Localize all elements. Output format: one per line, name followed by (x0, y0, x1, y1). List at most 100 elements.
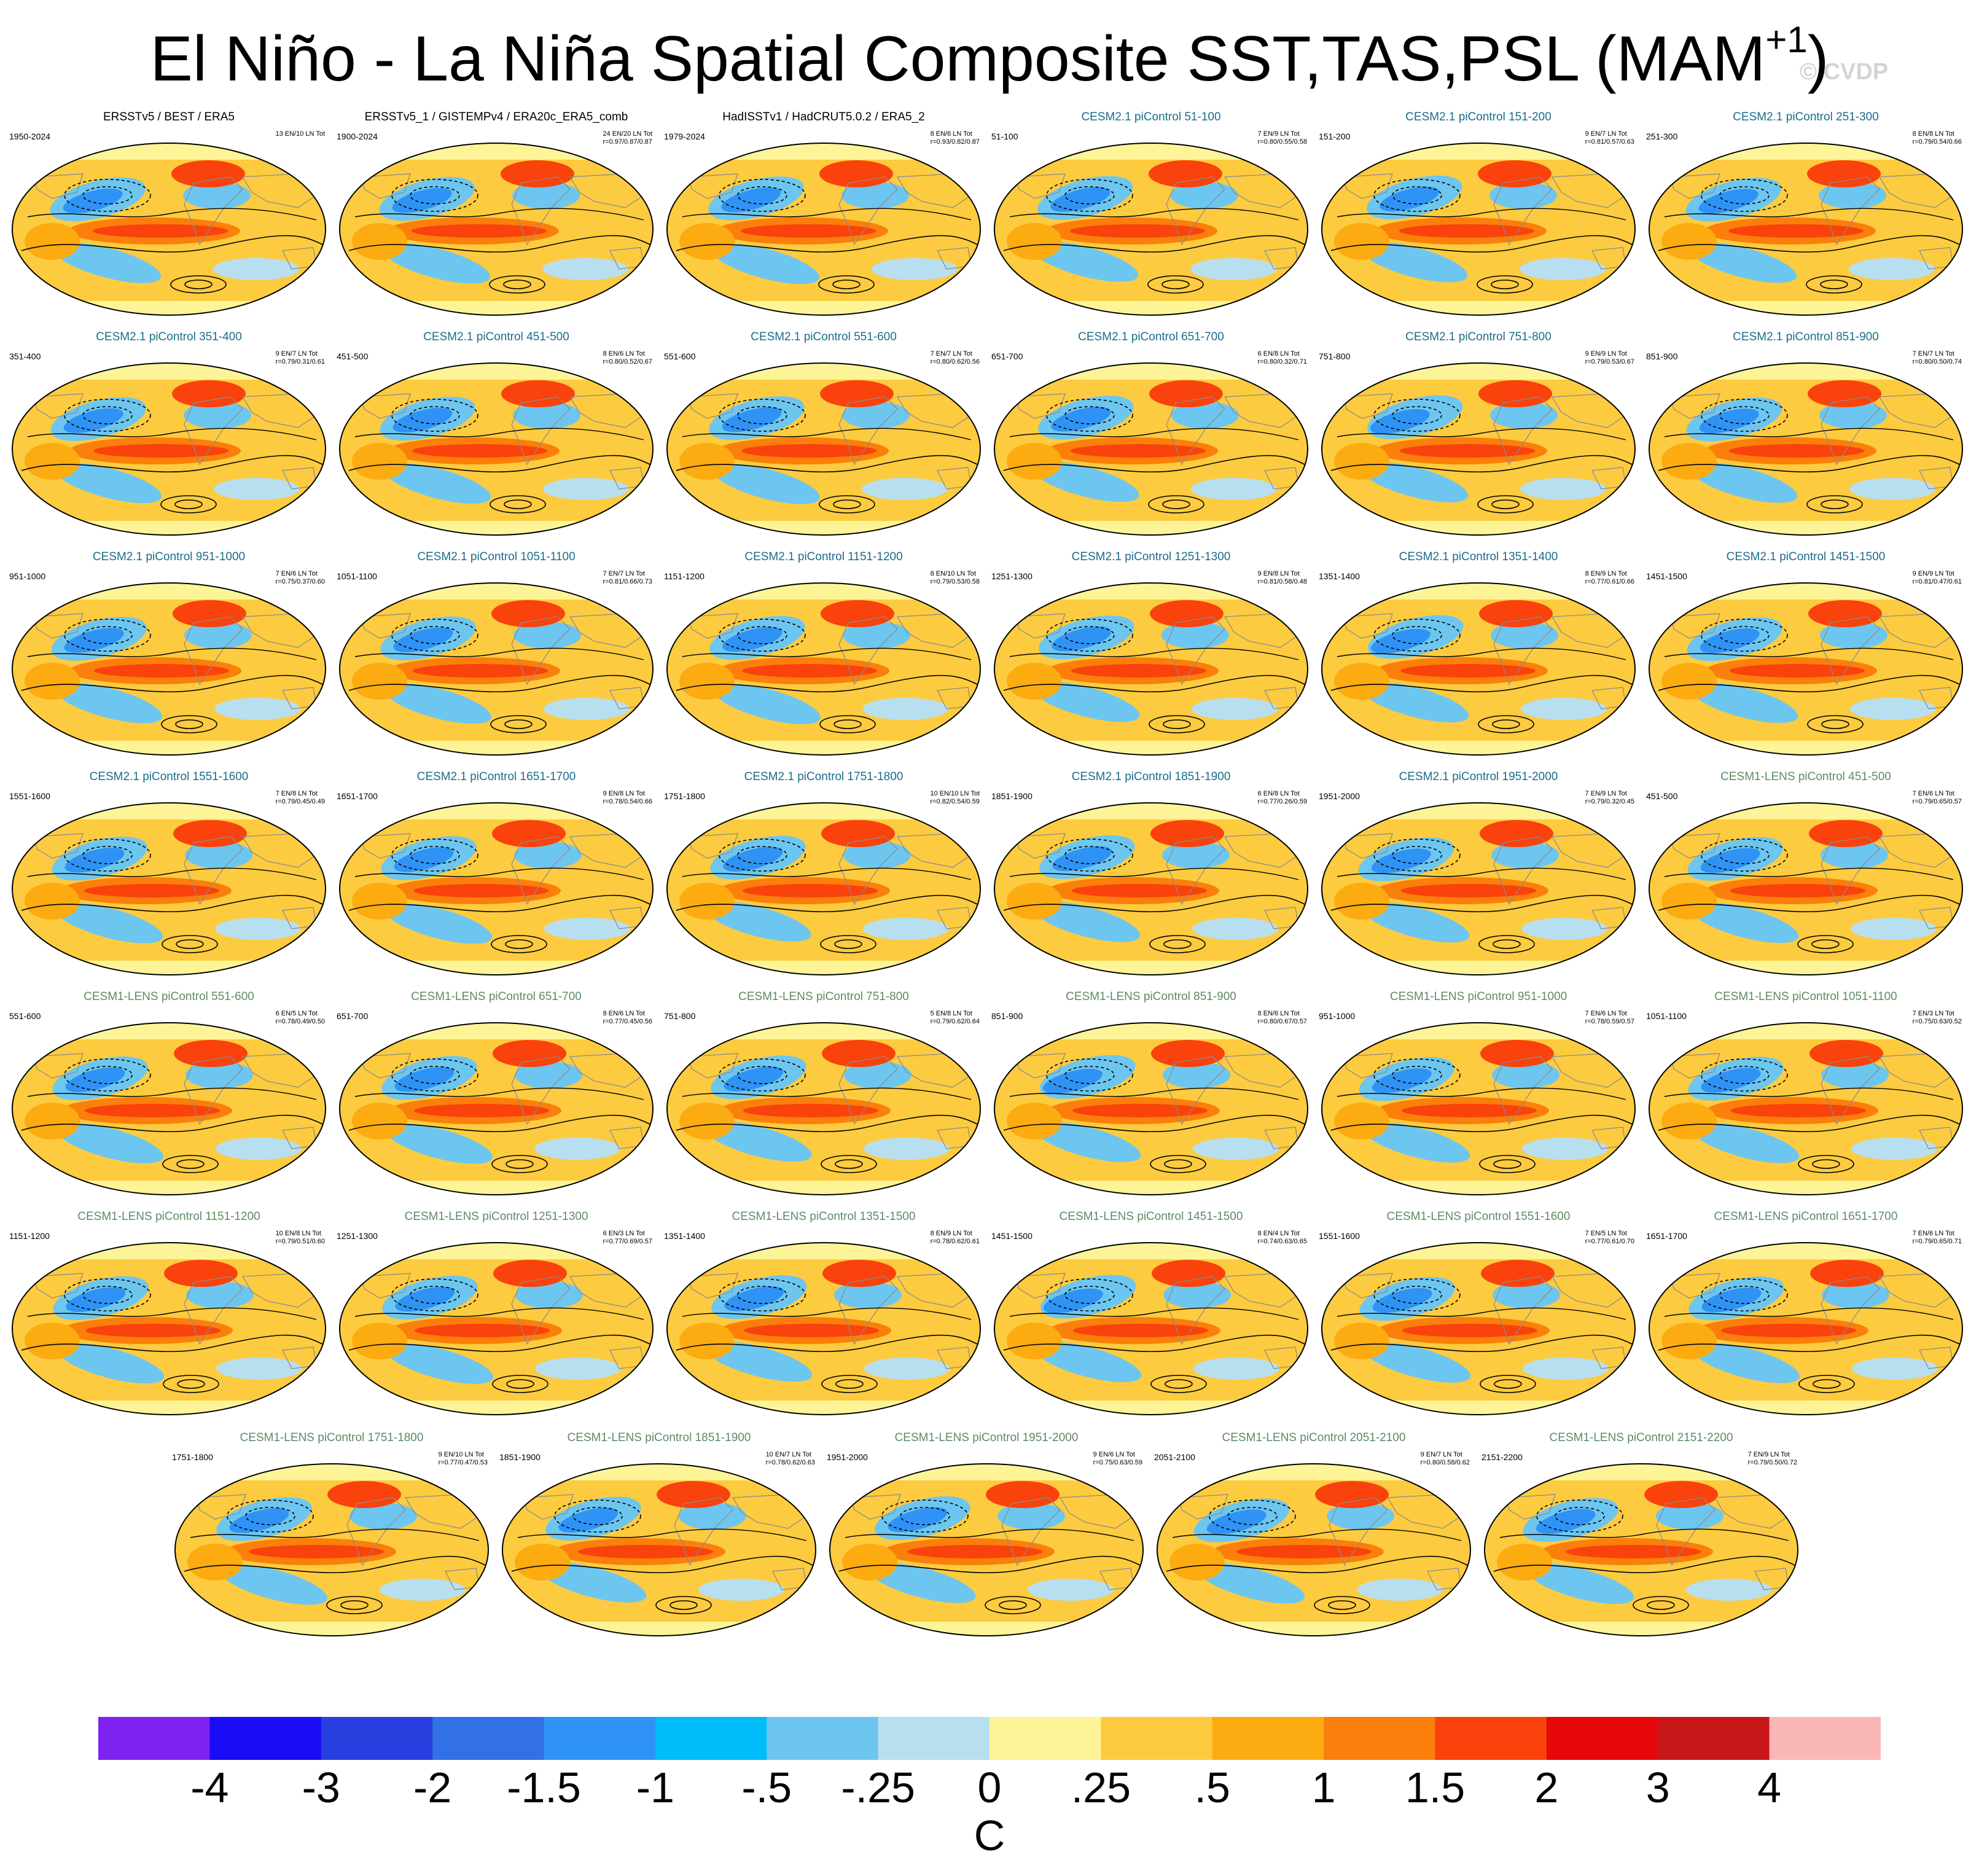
panel-years: 1651-1700 (337, 791, 378, 801)
map-panel: CESM2.1 piControl 1351-1400 1351-1400 8 EN… (1319, 550, 1638, 762)
colorbar-swatch (1212, 1717, 1324, 1760)
composite-map (1649, 143, 1963, 316)
composite-map (1649, 362, 1963, 536)
panel-years: 1751-1800 (172, 1452, 213, 1462)
panel-event-counts: 8 EN/4 LN Tot r=0.74/0.63/0.65 (1258, 1230, 1307, 1246)
panel-title: ERSSTv5_1 / GISTEMPv4 / ERA20c_ERA5_comb (364, 111, 628, 123)
colorbar-tick-label: 1 (1311, 1764, 1336, 1812)
panel-title: CESM2.1 piControl 1351-1400 (1399, 550, 1558, 563)
colorbar-swatch (209, 1717, 322, 1760)
composite-map (994, 582, 1308, 756)
panel-correlations-text: r=0.82/0.54/0.59 (930, 798, 980, 805)
panel-years: 1551-1600 (1319, 1231, 1360, 1241)
map-panel: CESM2.1 piControl 351-400 351-400 9 EN/7 L… (9, 330, 329, 542)
composite-map (1157, 1463, 1471, 1636)
composite-map (12, 582, 326, 756)
colorbar-swatch (98, 1717, 210, 1760)
panel-correlations-text: r=0.79/0.32/0.45 (1585, 798, 1634, 805)
panel-event-counts: 7 EN/7 LN Tot r=0.81/0.66/0.73 (603, 570, 652, 586)
composite-map (1321, 1022, 1636, 1195)
panel-correlations-text: r=0.97/0.87/0.87 (603, 138, 652, 146)
panel-title: CESM1-LENS piControl 2151-2200 (1549, 1431, 1733, 1444)
panel-title: CESM2.1 piControl 751-800 (1405, 330, 1552, 343)
panel-title: CESM1-LENS piControl 1051-1100 (1714, 990, 1897, 1003)
panel-years: 151-200 (1319, 131, 1351, 141)
composite-map (12, 1022, 326, 1195)
panel-years: 1950-2024 (9, 131, 50, 141)
panel-years: 251-300 (1646, 131, 1678, 141)
panel-title: CESM1-LENS piControl 751-800 (738, 990, 909, 1003)
panel-correlations-text: r=0.77/0.61/0.70 (1585, 1238, 1634, 1245)
panel-correlations-text: r=0.75/0.63/0.59 (1093, 1459, 1142, 1466)
panel-correlations-text: r=0.81/0.66/0.73 (603, 578, 652, 585)
panel-title: CESM2.1 piControl 651-700 (1078, 330, 1224, 343)
panel-event-counts: 7 EN/9 LN Tot r=0.79/0.32/0.45 (1585, 790, 1634, 806)
colorbar-tick-label: -3 (302, 1764, 340, 1812)
panel-event-counts: 7 EN/9 LN Tot r=0.79/0.50/0.72 (1748, 1451, 1797, 1467)
panel-event-counts: 9 EN/9 LN Tot r=0.79/0.53/0.67 (1585, 350, 1634, 366)
panel-correlations-text: r=0.81/0.58/0.48 (1257, 578, 1307, 585)
panel-event-counts: 7 EN/6 LN Tot r=0.78/0.59/0.57 (1585, 1010, 1634, 1026)
map-panel: CESM1-LENS piControl 851-900 851-900 8 EN/… (991, 990, 1311, 1202)
map-panel: CESM1-LENS piControl 1251-1300 1251-1300 6… (337, 1210, 656, 1422)
composite-map (339, 143, 654, 316)
panel-years: 551-600 (9, 1011, 41, 1021)
panel-title: CESM2.1 piControl 1851-1900 (1071, 770, 1231, 783)
panel-title: CESM1-LENS piControl 1751-1800 (240, 1431, 424, 1444)
map-panel: CESM2.1 piControl 1751-1800 1751-1800 10 E… (664, 770, 983, 982)
map-panel: CESM2.1 piControl 251-300 251-300 8 EN/8 L… (1646, 111, 1965, 322)
colorbar-swatch (878, 1717, 990, 1760)
map-panel: CESM2.1 piControl 1051-1100 1051-1100 7 EN… (337, 550, 656, 762)
panel-event-counts: 9 EN/7 LN Tot r=0.81/0.57/0.63 (1585, 130, 1634, 146)
panel-event-counts: 7 EN/7 LN Tot r=0.80/0.62/0.56 (931, 350, 980, 366)
panel-event-counts: 9 EN/6 LN Tot r=0.75/0.63/0.59 (1093, 1451, 1142, 1467)
map-panel: CESM1-LENS piControl 951-1000 951-1000 7 E… (1319, 990, 1638, 1202)
map-panel: CESM2.1 piControl 151-200 151-200 9 EN/7 L… (1319, 111, 1638, 322)
panel-title: CESM1-LENS piControl 651-700 (411, 990, 582, 1003)
panel-counts-text: 9 EN/9 LN Tot (1912, 570, 1954, 577)
panel-title: CESM2.1 piControl 1651-1700 (416, 770, 576, 783)
panel-event-counts: 24 EN/20 LN Tot r=0.97/0.87/0.87 (603, 130, 652, 146)
composite-map (12, 143, 326, 316)
composite-map (339, 1022, 654, 1195)
panel-counts-text: 9 EN/8 LN Tot (1257, 570, 1300, 577)
panel-years: 2151-2200 (1481, 1452, 1523, 1462)
panel-counts-text: 7 EN/6 LN Tot (275, 570, 318, 577)
panel-title: CESM2.1 piControl 1051-1100 (417, 550, 576, 563)
map-panel: CESM2.1 piControl 651-700 651-700 6 EN/8 L… (991, 330, 1311, 542)
panel-years: 851-900 (991, 1011, 1023, 1021)
colorbar-swatch (432, 1717, 545, 1760)
panel-title: CESM2.1 piControl 1951-2000 (1399, 770, 1558, 783)
panel-years: 451-500 (1646, 791, 1678, 801)
panel-title: CESM2.1 piControl 351-400 (96, 330, 242, 343)
map-panel-grid: ERSSTv5 / BEST / ERA5 1950-2024 13 EN/10 L… (9, 111, 1965, 1643)
panel-counts-text: 6 EN/8 LN Tot (1257, 350, 1300, 358)
panel-years: 1951-2000 (827, 1452, 868, 1462)
panel-years: 751-800 (664, 1011, 696, 1021)
panel-years: 1551-1600 (9, 791, 50, 801)
panel-event-counts: 6 EN/8 LN Tot r=0.80/0.32/0.71 (1258, 350, 1307, 366)
panel-years: 451-500 (337, 351, 369, 361)
panel-counts-text: 8 EN/10 LN Tot (930, 570, 976, 577)
panel-correlations-text: r=0.78/0.59/0.57 (1585, 1018, 1634, 1025)
panel-title: HadISSTv1 / HadCRUT5.0.2 / ERA5_2 (722, 111, 925, 123)
composite-map (994, 143, 1308, 316)
map-panel: CESM1-LENS piControl 1951-2000 1951-2000 9… (827, 1431, 1146, 1643)
panel-title: CESM2.1 piControl 251-300 (1733, 111, 1879, 123)
composite-map (666, 362, 981, 536)
map-panel: CESM1-LENS piControl 1151-1200 1151-1200 1… (9, 1210, 329, 1422)
panel-counts-text: 8 EN/9 LN Tot (1585, 570, 1627, 577)
panel-title: CESM2.1 piControl 851-900 (1733, 330, 1879, 343)
map-panel: CESM1-LENS piControl 1451-1500 1451-1500 8… (991, 1210, 1311, 1422)
panel-counts-text: 9 EN/7 LN Tot (275, 350, 318, 358)
map-panel: CESM1-LENS piControl 751-800 751-800 5 EN/… (664, 990, 983, 1202)
panel-title: CESM1-LENS piControl 1251-1300 (404, 1210, 588, 1223)
panel-event-counts: 6 EN/3 LN Tot r=0.77/0.69/0.57 (603, 1230, 652, 1246)
panel-event-counts: 7 EN/7 LN Tot r=0.80/0.50/0.74 (1913, 350, 1962, 366)
panel-event-counts: 8 EN/6 LN Tot r=0.77/0.45/0.56 (603, 1010, 652, 1026)
panel-title: CESM1-LENS piControl 1851-1900 (567, 1431, 751, 1444)
colorbar (98, 1717, 1881, 1760)
panel-event-counts: 8 EN/10 LN Tot r=0.79/0.53/0.58 (931, 570, 980, 586)
panel-title: CESM2.1 piControl 1151-1200 (744, 550, 903, 563)
panel-counts-text: 7 EN/6 LN Tot (1912, 1230, 1954, 1237)
